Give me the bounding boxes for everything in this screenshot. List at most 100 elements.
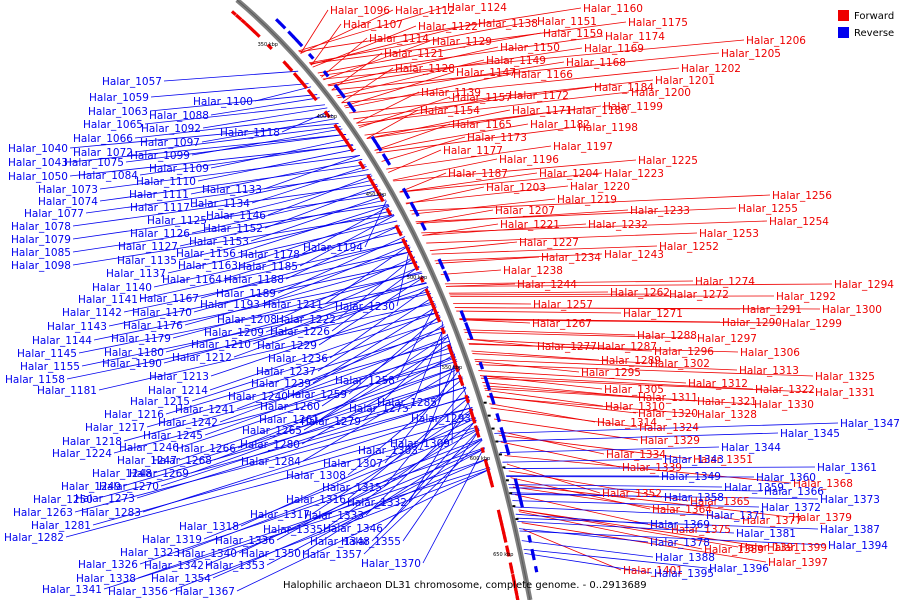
leader-line	[347, 378, 464, 476]
gene-label-forward: Halar_1112	[395, 5, 455, 17]
leader-line	[266, 448, 485, 566]
leader-line	[317, 297, 433, 372]
gene-label-reverse: Halar_1163	[178, 260, 238, 272]
leader-line	[517, 521, 735, 534]
leader-line	[139, 144, 353, 176]
leader-line	[429, 241, 518, 252]
reverse-gene-arrow	[274, 18, 282, 25]
leader-line	[396, 304, 436, 381]
gene-label-reverse: Halar_1318	[179, 521, 239, 533]
forward-gene-arrow	[458, 377, 465, 387]
leader-line	[459, 319, 781, 324]
gene-label-reverse: Halar_1307	[323, 458, 383, 470]
leader-line	[163, 70, 299, 82]
gene-features	[230, 10, 539, 600]
leader-line	[406, 186, 485, 205]
leader-line	[301, 353, 455, 445]
gene-label-reverse: Halar_1323	[120, 547, 180, 559]
leader-line	[518, 509, 766, 548]
gene-label-reverse: Halar_1209	[204, 327, 264, 339]
gene-label-forward: Halar_1186	[568, 105, 628, 117]
gene-label-forward: Halar_1129	[432, 36, 492, 48]
leader-line	[208, 179, 375, 221]
reverse-gene-arrow	[278, 21, 287, 30]
leader-line	[320, 334, 448, 420]
leader-line	[386, 145, 552, 170]
gene-label-forward: Halar_1200	[631, 87, 691, 99]
leader-line	[136, 396, 470, 499]
leader-line	[478, 370, 687, 384]
leader-line	[237, 204, 390, 254]
leader-line	[99, 164, 366, 202]
leader-line	[422, 446, 485, 564]
reverse-gene-arrow	[376, 144, 383, 152]
gene-label-forward: Halar_1255	[738, 203, 798, 215]
leader-line	[250, 195, 384, 242]
gene-label-reverse: Halar_1280	[240, 439, 300, 451]
gene-label-reverse: Halar_1236	[268, 353, 328, 365]
leader-line	[281, 110, 330, 133]
reverse-gene-arrow	[439, 261, 445, 270]
gene-label-reverse: Halar_1355	[341, 536, 401, 548]
gene-label-reverse: Halar_1359	[724, 482, 784, 494]
leader-line	[519, 530, 827, 546]
gene-label-forward: Halar_1321	[697, 396, 757, 408]
gene-label-reverse: Halar_1059	[89, 92, 149, 104]
gene-label-forward: Halar_1177	[443, 145, 503, 157]
gene-label-forward: Halar_1107	[343, 19, 403, 31]
leader-line	[137, 458, 488, 579]
leader-line	[103, 467, 490, 590]
gene-label-reverse: Halar_1118	[220, 127, 280, 139]
gene-label-forward: Halar_1277	[537, 341, 597, 353]
reverse-gene-arrow	[420, 222, 427, 231]
reverse-gene-arrow	[531, 552, 536, 561]
reverse-gene-arrow	[307, 52, 315, 60]
leader-line	[426, 232, 698, 244]
gene-label-reverse: Halar_1194	[303, 242, 363, 254]
gene-label-forward: Halar_1267	[532, 318, 592, 330]
legend-forward-label: Forward	[854, 11, 894, 22]
leader-line	[476, 364, 814, 377]
gene-label-forward: Halar_1313	[739, 365, 799, 377]
gene-label-reverse: Halar_1153	[189, 236, 249, 248]
gene-label-forward: Halar_1172	[509, 90, 569, 102]
leader-line	[480, 375, 754, 390]
gene-label-reverse: Halar_1043	[8, 157, 68, 169]
leader-line	[331, 52, 383, 91]
gene-label-reverse: Halar_1315	[322, 482, 382, 494]
gene-label-forward: Halar_1175	[628, 17, 688, 29]
leader-line	[374, 123, 451, 151]
leader-line	[513, 506, 705, 516]
gene-label-reverse: Halar_1293	[411, 413, 471, 425]
gene-label-forward: Halar_1305	[604, 384, 664, 396]
leader-line	[113, 360, 458, 454]
leader-line	[366, 109, 511, 139]
leader-line	[512, 500, 760, 508]
gene-label-reverse: Halar_1050	[8, 171, 68, 183]
gene-label-reverse: Halar_1178	[240, 249, 300, 261]
leader-line	[484, 388, 753, 405]
gene-label-forward: Halar_1204	[539, 168, 599, 180]
gene-label-reverse: Halar_1317	[250, 509, 310, 521]
gene-label-forward: Halar_1225	[638, 155, 698, 167]
leader-line	[72, 194, 384, 240]
gene-label-reverse: Halar_1285	[377, 397, 437, 409]
gene-label-reverse: Halar_1142	[62, 307, 122, 319]
leader-line	[264, 185, 379, 229]
forward-gene-arrow	[505, 548, 511, 557]
gene-label-forward: Halar_1238	[503, 265, 563, 277]
reverse-gene-arrow	[404, 192, 411, 200]
forward-gene-arrow	[489, 480, 495, 488]
leader-line	[331, 265, 420, 332]
gene-label-reverse: Halar_1350	[241, 548, 301, 560]
leader-line	[454, 307, 821, 310]
leader-line	[509, 487, 763, 492]
leader-line	[396, 246, 411, 307]
reverse-gene-arrow	[349, 104, 357, 113]
gene-label-reverse: Halar_1283	[81, 507, 141, 519]
gene-label-forward: Halar_1325	[815, 371, 875, 383]
gene-label-reverse: Halar_1319	[142, 534, 202, 546]
gene-label-reverse: Halar_1241	[175, 404, 235, 416]
forward-gene-arrow	[435, 313, 442, 323]
